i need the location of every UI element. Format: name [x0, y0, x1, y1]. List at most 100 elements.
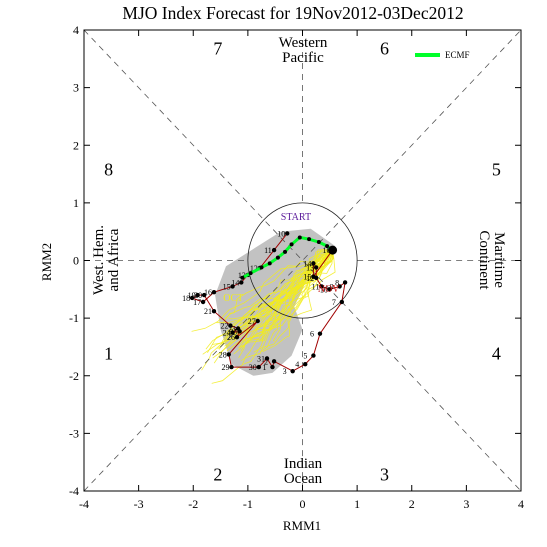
ensemble-member-line	[260, 250, 333, 353]
ensemble-member-line	[238, 250, 333, 348]
forecast-mean-track	[240, 235, 338, 280]
phase-label-5: 5	[492, 159, 501, 179]
observed-point	[211, 289, 217, 295]
y-tick-label: -1	[69, 311, 79, 325]
forecast-mean-point	[275, 255, 280, 260]
observed-day-label: 19	[188, 291, 196, 300]
observed-point	[255, 318, 260, 324]
observed-day-label: 21	[204, 307, 212, 316]
y-tick-label: -4	[69, 484, 79, 498]
observed-day-label: 11	[312, 282, 320, 291]
y-tick-label: 4	[73, 23, 79, 37]
observed-day-label: 15	[303, 273, 311, 282]
observed-day-label: 31	[257, 354, 265, 363]
observed-day-label: 2	[264, 357, 268, 366]
ensemble-member-line	[242, 249, 333, 348]
observed-day-label: 8	[335, 278, 339, 287]
observed-point	[256, 364, 261, 370]
diagonal-line	[83, 29, 522, 492]
region-label-top-1: Western	[279, 35, 328, 51]
x-tick-label: 0	[300, 497, 306, 511]
ensemble-member-line	[262, 250, 336, 353]
forecast-mean-point	[307, 237, 312, 242]
observed-point	[264, 356, 270, 361]
observed-day-label: 12	[250, 264, 258, 273]
x-tick-label: 1	[354, 497, 360, 511]
ensemble-member-line	[211, 249, 333, 384]
observed-point	[230, 330, 235, 335]
observed-day-label: 1	[262, 363, 266, 372]
x-tick-label: 3	[463, 497, 469, 511]
forecast-mean-point	[316, 240, 321, 245]
ensemble-member-line	[257, 250, 333, 335]
observed-point	[229, 364, 234, 370]
observed-point	[239, 280, 244, 285]
x-axis-label: RMM1	[283, 518, 321, 533]
ensemble-member-line	[238, 249, 333, 359]
observed-point	[270, 364, 275, 370]
observed-day-label: 20	[194, 291, 202, 300]
observed-day-label: 3	[283, 367, 287, 376]
observed-day-label: 28	[219, 350, 227, 359]
observed-point	[189, 295, 195, 301]
observed-day-label: 30	[249, 363, 257, 372]
observed-day-label: 14	[231, 278, 239, 287]
month-label: NOV	[318, 284, 340, 295]
observed-day-label: 17	[193, 298, 201, 307]
observed-day-label: 14	[303, 259, 311, 268]
observed-point	[195, 292, 200, 298]
y-tick-label: -3	[69, 426, 79, 440]
observed-point	[234, 334, 240, 340]
ensemble-member-line	[230, 249, 333, 336]
observed-day-label: 15	[223, 282, 231, 291]
phase-label-8: 8	[104, 159, 113, 179]
month-label: OCT	[223, 293, 243, 304]
observed-point	[317, 331, 323, 336]
observed-point	[201, 292, 207, 298]
observed-point	[230, 284, 235, 289]
observed-day-label: 6	[310, 330, 314, 339]
region-label-bottom-1: Indian	[284, 456, 323, 472]
phase-label-4: 4	[492, 344, 501, 364]
observed-point	[342, 280, 348, 285]
y-tick-label: 0	[73, 254, 79, 268]
observed-day-label: 13	[306, 263, 314, 272]
observed-point	[311, 353, 316, 358]
phase-label-3: 3	[380, 465, 389, 485]
region-label-right-2: Continent	[476, 230, 492, 290]
observed-day-label: 4	[295, 360, 299, 369]
observed-day-label: 12	[306, 274, 314, 283]
observed-point	[311, 261, 316, 266]
x-tick-label: -4	[79, 497, 89, 511]
region-label-left-2: and Africa	[106, 228, 122, 291]
observed-point	[211, 309, 217, 314]
observed-day-label: 29	[221, 363, 229, 372]
phase-label-1: 1	[104, 344, 113, 364]
chart-title: MJO Index Forecast for 19Nov2012-03Dec20…	[122, 3, 463, 23]
observed-day-label: 13	[238, 271, 246, 280]
observed-point	[319, 284, 324, 289]
region-label-bottom-2: Ocean	[284, 471, 323, 487]
forecast-start-point	[328, 245, 338, 255]
observed-day-label: 18	[182, 294, 190, 303]
forecast-mean-point	[283, 249, 288, 254]
ensemble-member-line	[233, 249, 333, 355]
observed-day-label: 9	[330, 282, 334, 291]
start-label: START	[281, 212, 311, 223]
ensemble-member-line	[216, 249, 333, 324]
observed-point	[339, 299, 345, 305]
ensemble-member-line	[224, 249, 333, 342]
observed-day-label: 27	[248, 317, 256, 326]
y-tick-label: 2	[73, 138, 79, 152]
observed-point	[303, 362, 308, 367]
observed-point	[285, 231, 290, 236]
forecast-mean-point	[240, 275, 245, 280]
observed-day-label: 24	[223, 329, 231, 338]
y-tick-label: 1	[73, 196, 79, 210]
x-tick-label: -1	[243, 497, 253, 511]
observed-point	[313, 265, 319, 270]
phase-grid	[83, 29, 522, 492]
y-tick-label: -2	[69, 369, 79, 383]
